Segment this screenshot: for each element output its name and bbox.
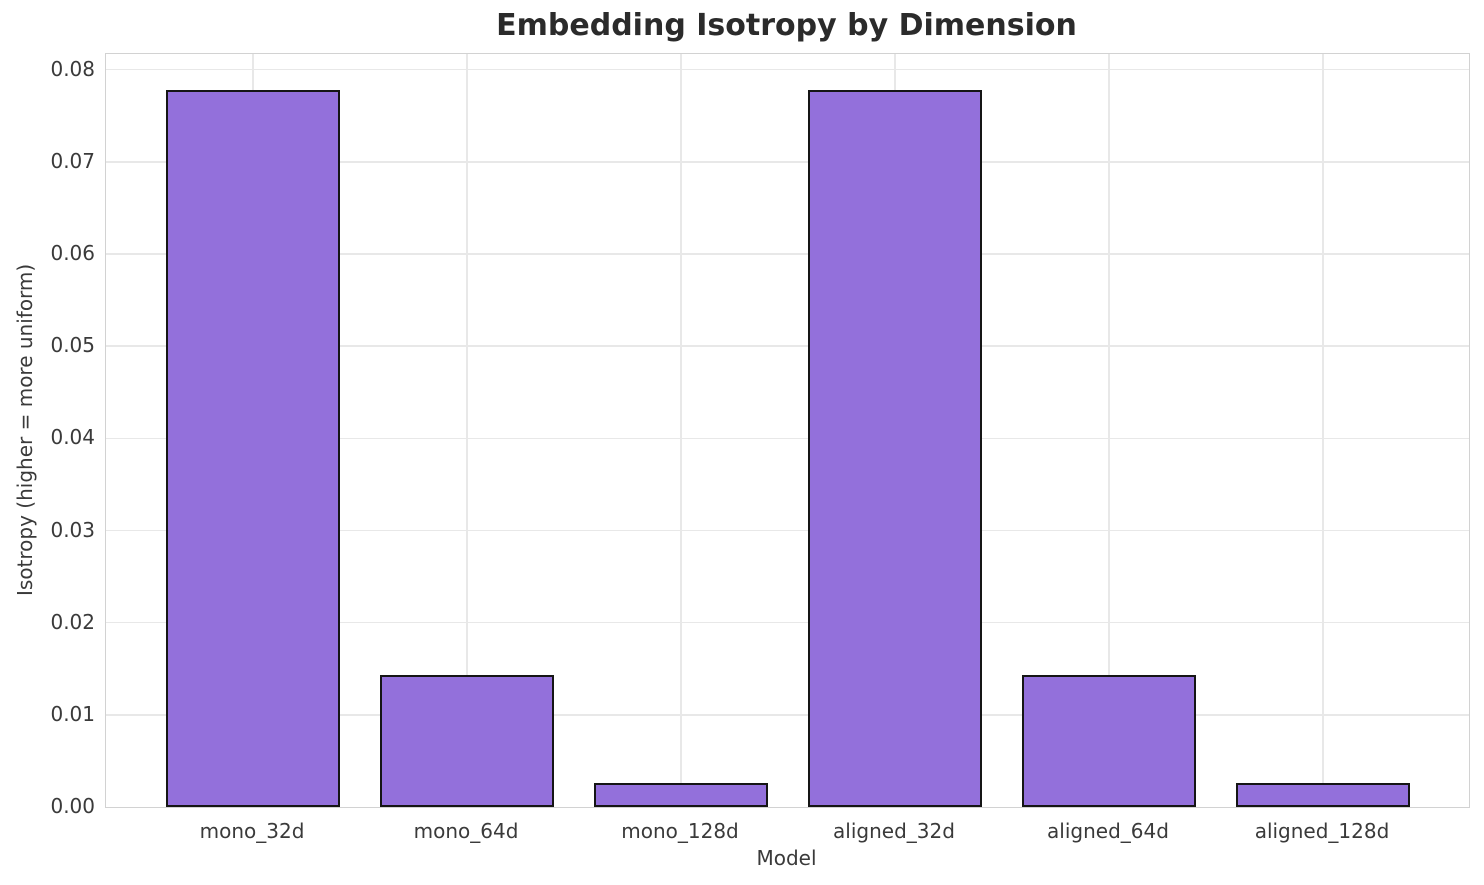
bar xyxy=(594,783,768,807)
chart-title: Embedding Isotropy by Dimension xyxy=(496,8,1077,43)
y-gridline xyxy=(106,253,1469,255)
x-gridline xyxy=(1322,54,1324,807)
x-tick-label: aligned_32d xyxy=(833,819,955,843)
x-tick-label: mono_128d xyxy=(621,819,739,843)
x-tick-label: mono_32d xyxy=(199,819,305,843)
y-gridline xyxy=(106,714,1469,716)
x-tick-label: aligned_64d xyxy=(1047,819,1169,843)
y-gridline xyxy=(106,529,1469,532)
y-tick-label: 0.06 xyxy=(50,241,95,265)
bar xyxy=(1022,675,1196,807)
plot-area xyxy=(105,53,1470,808)
x-gridline xyxy=(466,54,468,807)
bar xyxy=(808,89,982,807)
x-tick-label: aligned_128d xyxy=(1254,819,1390,843)
y-gridline xyxy=(106,68,1469,71)
x-gridline xyxy=(680,54,682,807)
y-gridline xyxy=(106,437,1469,440)
bar xyxy=(380,675,554,807)
bar xyxy=(166,89,340,807)
y-gridline xyxy=(106,161,1469,163)
y-gridline xyxy=(106,345,1469,347)
y-tick-label: 0.04 xyxy=(50,425,95,450)
y-tick-label: 0.05 xyxy=(50,333,95,358)
y-gridline xyxy=(106,621,1469,624)
y-tick-label: 0.03 xyxy=(50,517,95,542)
y-tick-label: 0.00 xyxy=(50,794,95,818)
y-tick-label: 0.07 xyxy=(50,148,95,173)
y-tick-label: 0.08 xyxy=(50,56,95,81)
x-gridline xyxy=(1108,54,1110,807)
x-axis-label: Model xyxy=(756,846,817,870)
y-tick-label: 0.01 xyxy=(50,701,95,726)
bar xyxy=(1236,783,1410,807)
x-tick-label: mono_64d xyxy=(413,819,519,843)
y-tick-label: 0.02 xyxy=(50,609,95,634)
